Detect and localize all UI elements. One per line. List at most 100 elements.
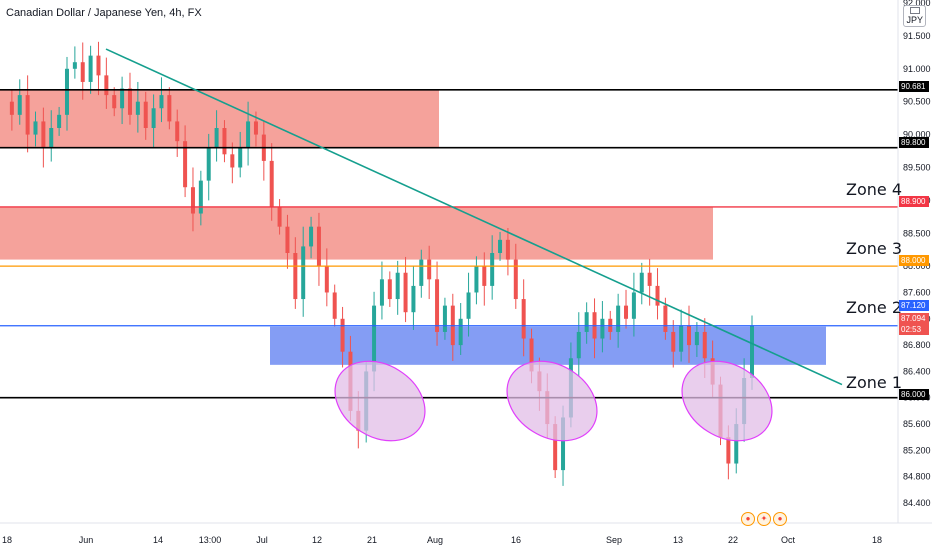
economic-events[interactable]: ● ✦ ●	[741, 508, 789, 526]
x-tick-label: Jun	[79, 535, 94, 545]
price-tag-zone4: 88.900	[899, 196, 929, 207]
candle-down	[277, 206, 282, 227]
candle-up	[64, 68, 69, 115]
event-icon[interactable]: ●	[773, 512, 787, 526]
candle-down	[387, 279, 392, 300]
y-tick-label: 84.800	[903, 472, 931, 482]
candle-down	[521, 299, 526, 339]
y-tick-label: 91.000	[903, 64, 931, 74]
candle-up	[301, 246, 306, 300]
candle-down	[9, 101, 14, 115]
candle-up	[198, 180, 203, 214]
candle-up	[639, 272, 644, 293]
y-tick-label: 92.000	[903, 0, 931, 8]
candle-down	[285, 226, 290, 253]
candle-down	[647, 272, 652, 286]
y-tick-label: 88.000	[903, 261, 931, 271]
candle-up	[576, 331, 581, 359]
candle-up	[679, 325, 684, 352]
candle-down	[41, 121, 46, 148]
candle-up	[694, 331, 699, 346]
event-icon[interactable]: ●	[741, 512, 755, 526]
candle-up	[734, 424, 739, 464]
candle-down	[687, 325, 692, 346]
x-tick-label: 13	[673, 535, 683, 545]
candle-down	[293, 253, 298, 300]
candle-down	[505, 239, 510, 260]
candle-up	[395, 272, 400, 300]
candle-up	[458, 318, 463, 346]
candle-down	[427, 259, 432, 280]
zone-3-label: Zone 3	[846, 239, 902, 258]
zone-1-label: Zone 1	[846, 373, 902, 392]
y-tick-label: 85.200	[903, 445, 931, 455]
currency-label: JPY	[906, 15, 923, 25]
candle-down	[553, 424, 558, 471]
candle-up	[309, 226, 314, 247]
candle-down	[403, 272, 408, 313]
x-tick-label: Aug	[427, 535, 443, 545]
candle-up	[151, 108, 156, 128]
price-tag-current: 87.120	[899, 300, 929, 311]
candle-down	[80, 62, 85, 82]
price-tag-zone1: 86.000	[899, 389, 929, 400]
time-axis	[0, 523, 932, 550]
candle-down	[316, 226, 321, 267]
y-tick-label: 89.500	[903, 162, 931, 172]
candle-up	[379, 279, 384, 306]
candle-up	[214, 128, 219, 148]
candle-up	[750, 325, 754, 378]
candle-down	[230, 154, 235, 168]
candle-up	[88, 55, 93, 82]
y-tick-label: 91.500	[903, 31, 931, 41]
candle-up	[72, 62, 77, 69]
candle-down	[167, 95, 172, 122]
y-tick-label: 86.400	[903, 366, 931, 376]
candle-up	[600, 318, 605, 339]
y-tick-label: 90.500	[903, 97, 931, 107]
candle-down	[222, 128, 227, 155]
candle-down	[624, 305, 629, 319]
candle-up	[49, 128, 54, 148]
candle-down	[104, 75, 109, 96]
candle-down	[269, 160, 274, 207]
resistance-zone	[0, 89, 439, 148]
x-tick-label: 14	[153, 535, 163, 545]
price-tag-last: 87.094	[899, 313, 929, 324]
candle-up	[466, 292, 471, 319]
y-tick-label: 90.000	[903, 130, 931, 140]
candle-up	[442, 305, 447, 332]
x-tick-label: Sep	[606, 535, 622, 545]
x-tick-label: 22	[728, 535, 738, 545]
candle-down	[96, 55, 101, 76]
currency-badge[interactable]: JPY	[903, 5, 926, 27]
y-tick-label: 84.400	[903, 498, 931, 508]
canada-flag-icon[interactable]: ✦	[757, 512, 771, 526]
candle-up	[616, 305, 621, 332]
x-tick-label: Jul	[256, 535, 268, 545]
candle-down	[253, 121, 258, 135]
candle-down	[183, 141, 188, 188]
candle-up	[372, 305, 377, 372]
x-tick-label: 13:00	[199, 535, 222, 545]
candle-up	[490, 253, 495, 286]
candle-up	[120, 88, 125, 109]
trend-line	[105, 48, 843, 386]
price-tag-89800: 89.800	[899, 137, 929, 148]
candle-up	[419, 259, 424, 286]
candle-up	[33, 121, 38, 135]
price-tag-countdown: 02:53	[899, 324, 929, 335]
zone-4-label: Zone 4	[846, 180, 902, 199]
candle-down	[435, 279, 440, 332]
candle-down	[127, 88, 132, 115]
candle-up	[17, 95, 22, 115]
candle-down	[332, 292, 337, 319]
candle-down	[726, 437, 731, 464]
x-tick-label: 18	[2, 535, 12, 545]
price-tag-zone3: 88.000	[899, 255, 929, 266]
candle-down	[513, 259, 518, 300]
x-tick-label: Oct	[781, 535, 796, 545]
x-tick-label: 21	[367, 535, 377, 545]
